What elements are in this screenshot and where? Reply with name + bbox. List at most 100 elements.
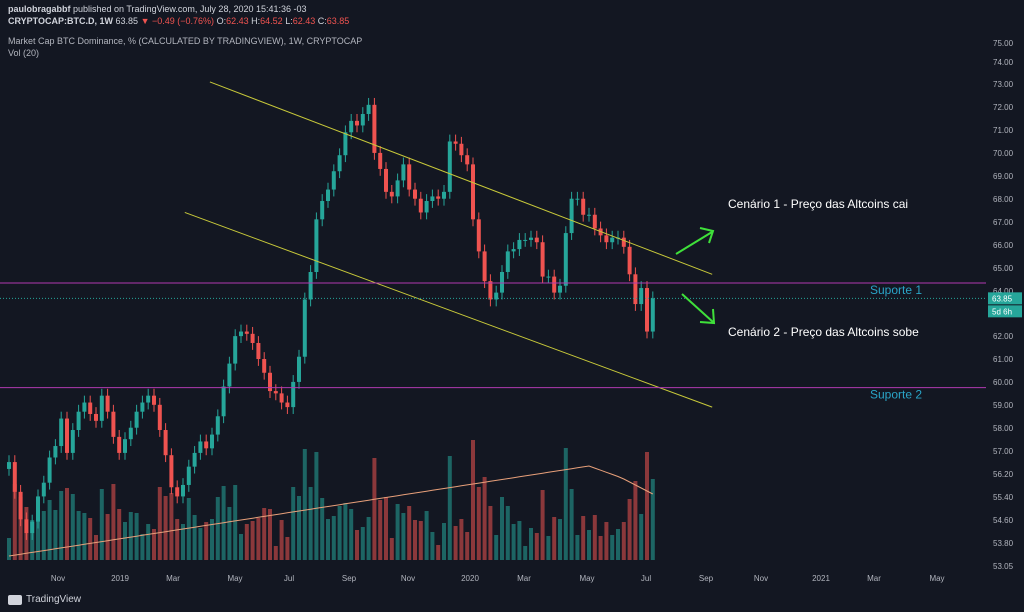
volume-bar — [604, 522, 609, 560]
x-tick-label: Mar — [867, 574, 881, 583]
y-tick-label: 71.00 — [993, 126, 1014, 135]
volume-bar — [320, 498, 325, 560]
x-tick-label: Nov — [51, 574, 65, 583]
candle-body — [314, 219, 319, 272]
volume-bar — [152, 529, 156, 560]
candle-body — [308, 272, 313, 300]
candle-body — [239, 331, 243, 337]
y-tick-label: 66.00 — [993, 241, 1014, 250]
volume-bar — [250, 521, 255, 560]
candle-body — [372, 104, 377, 153]
candle-body — [645, 288, 649, 332]
candle-body — [291, 381, 296, 408]
volume-bar — [47, 500, 52, 560]
volume-bar — [163, 496, 168, 560]
volume-bar — [587, 530, 591, 560]
volume-bar — [326, 519, 330, 560]
volume-bar — [424, 511, 429, 560]
y-tick-label: 65.00 — [993, 264, 1014, 273]
volume-bar — [505, 506, 510, 560]
candle-body — [610, 237, 615, 243]
x-tick-label: 2021 — [812, 574, 830, 583]
y-tick-label: 67.00 — [993, 218, 1014, 227]
tradingview-footer: TradingView — [8, 594, 81, 605]
volume-bar — [418, 521, 423, 560]
volume-bar — [279, 520, 284, 560]
candle-body — [453, 141, 458, 144]
candle-body — [384, 168, 388, 192]
candle-body — [250, 333, 255, 343]
candle-body — [360, 113, 365, 126]
y-tick-label: 73.00 — [993, 80, 1014, 89]
brand-label: TradingView — [26, 594, 82, 605]
volume-bar — [482, 477, 487, 560]
volume-bar — [198, 528, 203, 560]
volume-bar — [256, 518, 261, 560]
volume-bar — [210, 519, 214, 560]
volume-bar — [7, 538, 11, 560]
volume-legend: Vol (20) — [8, 48, 40, 58]
time-tag — [988, 305, 1022, 318]
volume-bar — [592, 515, 597, 560]
volume-bar — [511, 524, 516, 560]
arrows-layer — [675, 227, 716, 325]
volume-bar — [88, 518, 93, 560]
candle-body — [569, 198, 574, 234]
up-arrow-head-icon — [699, 227, 715, 244]
candle-body — [76, 411, 81, 431]
volume-bar — [117, 509, 122, 560]
volume-bar — [523, 546, 528, 560]
volume-bar — [12, 484, 17, 560]
volume-bar — [360, 527, 365, 560]
candle-body — [587, 214, 591, 216]
candle-body — [221, 386, 226, 417]
candle-body — [297, 356, 301, 382]
candle-body — [302, 299, 307, 357]
candle-body — [337, 155, 342, 172]
down-arrow-icon — [681, 293, 714, 323]
low-value: 62.43 — [292, 16, 316, 26]
volume-bar — [262, 508, 267, 560]
candle-body — [53, 446, 58, 458]
candle-body — [70, 430, 75, 453]
candle-body — [215, 416, 220, 435]
volume-bar — [146, 524, 151, 560]
volume-bar — [111, 484, 116, 560]
volume-bar — [140, 534, 145, 560]
time-tag-text: 5d 6h — [992, 307, 1012, 316]
price-tag — [988, 292, 1022, 305]
volume-bar — [453, 526, 458, 560]
volume-bar — [30, 520, 35, 560]
volume-bar — [128, 512, 133, 560]
volume-bar — [471, 440, 475, 560]
candle-body — [407, 164, 412, 190]
up-arrow-icon — [675, 231, 713, 255]
volume-bar — [494, 535, 499, 560]
candle-body — [558, 285, 562, 293]
author-name: paulobragabbf — [8, 4, 71, 14]
candle-body — [41, 482, 46, 497]
y-tick-label: 74.00 — [993, 58, 1014, 67]
candle-body — [575, 198, 580, 200]
volume-bar — [540, 490, 545, 560]
candle-body — [192, 452, 197, 467]
candle-body — [552, 276, 557, 293]
candle-body — [59, 418, 64, 447]
volume-bar — [627, 499, 632, 560]
x-tick-label: Nov — [754, 574, 768, 583]
candle-body — [627, 246, 632, 275]
x-tick-label: Jul — [641, 574, 651, 583]
publish-text: published on TradingView.com, July 28, 2… — [73, 4, 307, 14]
channel-upper-line — [209, 81, 713, 275]
channel-lower-line — [184, 211, 713, 408]
candle-body — [326, 189, 330, 202]
volume-bar — [59, 491, 64, 560]
candle-body — [320, 201, 325, 220]
candle-body — [343, 132, 348, 156]
labels-layer: Suporte 1 Suporte 2 Cenário 1 - Preço das … — [728, 197, 922, 402]
candle-body — [227, 363, 232, 387]
candle-body — [436, 196, 441, 199]
candle-body — [134, 411, 139, 428]
candle-body — [604, 235, 609, 243]
